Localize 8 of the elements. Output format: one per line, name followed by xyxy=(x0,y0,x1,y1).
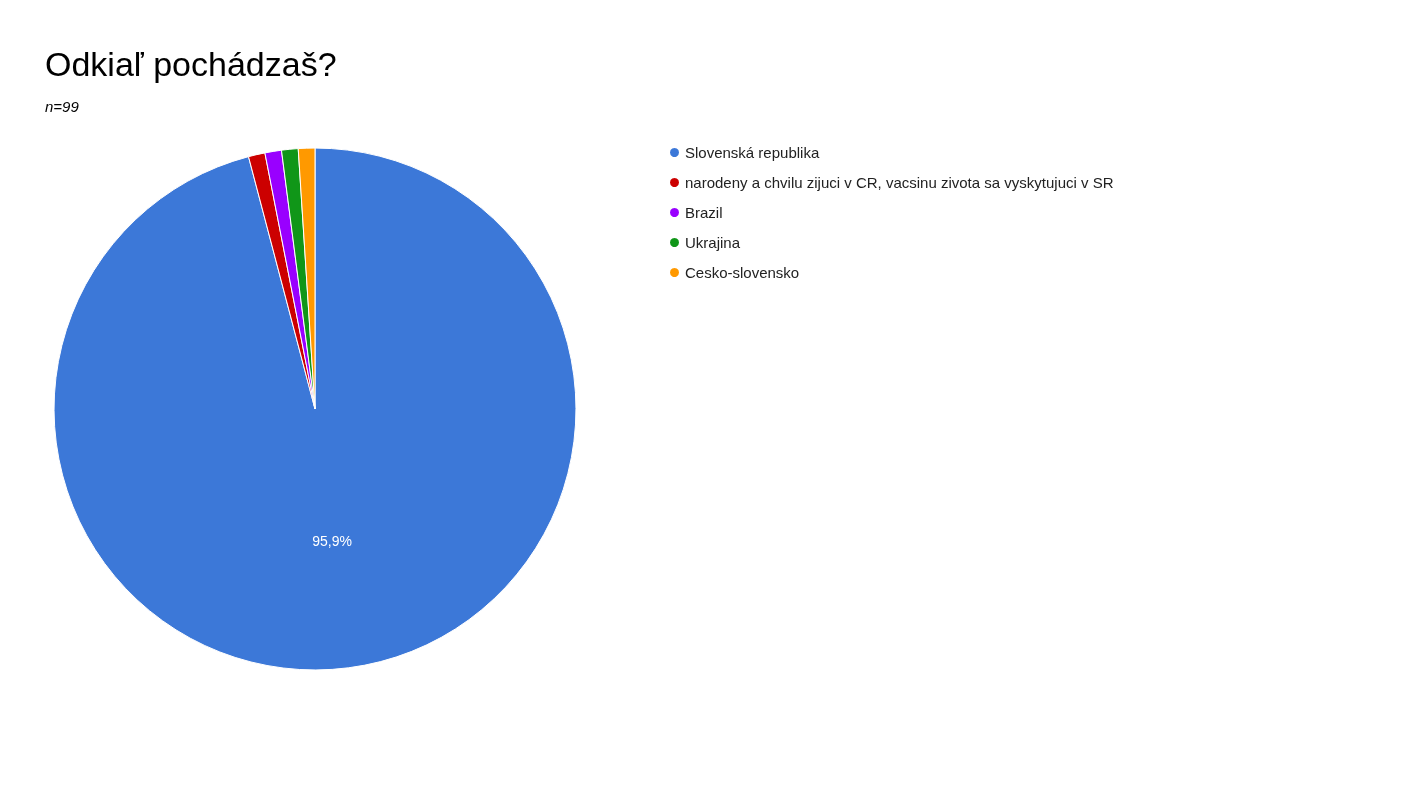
chart-title: Odkiaľ pochádzaš? xyxy=(45,45,337,83)
legend-label: Brazil xyxy=(685,204,723,221)
data-label: 95,9% xyxy=(312,533,352,550)
legend-label: Slovenská republika xyxy=(685,144,820,161)
legend-label: narodeny a chvilu zijuci v CR, vacsinu zivota sa vyskytujuci v SR xyxy=(685,174,1114,191)
legend-label: Ukrajina xyxy=(685,234,741,251)
legend-label: Cesko-slovensko xyxy=(685,264,800,281)
chart-subtitle: n=99 xyxy=(45,98,80,115)
